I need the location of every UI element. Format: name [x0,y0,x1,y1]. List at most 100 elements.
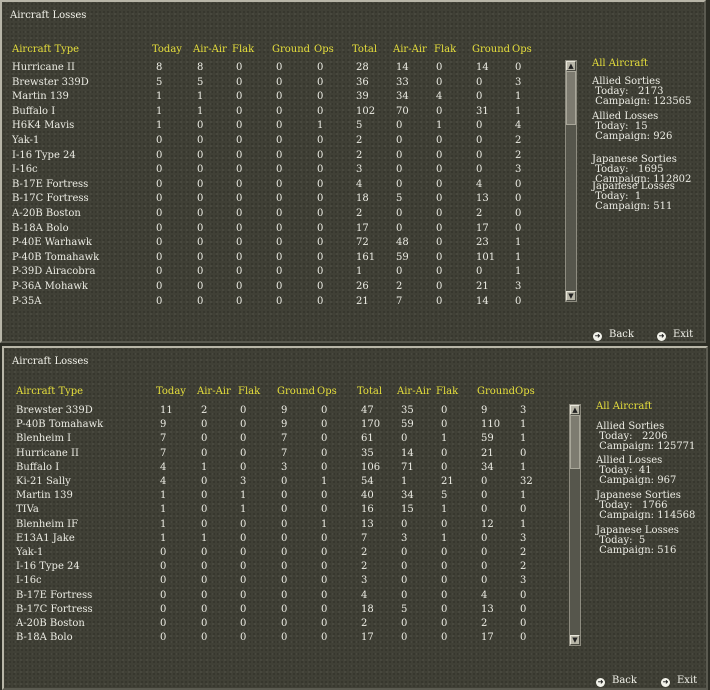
loss-count: 0 [156,149,163,161]
column-header-total-ops[interactable]: Ops [512,44,532,55]
column-header-total-ground[interactable]: Ground [472,44,511,55]
vertical-scrollbar[interactable]: ▲ ▼ [569,404,581,646]
loss-count: 0 [476,91,483,103]
loss-count: 0 [436,105,443,117]
loss-count: 1 [356,266,363,278]
loss-count: 0 [436,266,443,278]
summary-title-all-aircraft[interactable]: All Aircraft [592,58,649,69]
column-header-total[interactable]: Total [357,386,383,397]
loss-count: 1 [515,91,522,103]
loss-count: 0 [236,266,243,278]
loss-count: 0 [197,135,204,146]
arrow-up-icon[interactable]: ▲ [570,405,580,415]
column-header-aircraft-type[interactable]: Aircraft Type [16,386,84,397]
column-header-today-ground[interactable]: Ground [272,44,311,55]
loss-count: 0 [441,618,448,629]
loss-count: 17 [361,632,374,644]
loss-count: 0 [321,589,328,601]
column-header-today-flak[interactable]: Flak [232,44,255,55]
loss-count: 0 [401,518,408,530]
column-header-today-air-air[interactable]: Air-Air [197,386,231,397]
loss-count: 0 [197,251,204,263]
loss-count: 2 [356,149,363,161]
loss-count: 0 [281,632,288,644]
panel-title: Aircraft Losses [12,356,89,367]
column-header-total-air-air[interactable]: Air-Air [393,44,427,55]
exit-label: Exit [673,329,694,340]
loss-count: 0 [276,281,283,292]
loss-count: 0 [197,237,204,249]
loss-count: 0 [436,76,443,88]
arrow-down-icon[interactable]: ▼ [570,635,580,645]
column-header-today-ops[interactable]: Ops [314,44,334,55]
loss-count: 3 [520,575,527,587]
vertical-scrollbar[interactable]: ▲ ▼ [565,60,577,302]
aircraft-name: B-17C Fortress [12,193,89,205]
column-header-today-ground[interactable]: Ground [277,386,316,397]
column-header-total[interactable]: Total [352,44,378,55]
loss-count: 0 [281,618,288,629]
summary-title-all-aircraft[interactable]: All Aircraft [596,401,653,412]
loss-count: 0 [240,575,247,587]
loss-count: 0 [321,603,328,615]
loss-count: 0 [236,149,243,161]
loss-count: 1 [436,120,443,132]
loss-count: 0 [515,193,522,205]
aircraft-name: Hurricane II [12,62,75,73]
allied-losses-summary: Allied Losses Today: 15 Campaign: 926 [592,111,673,142]
loss-count: 0 [476,120,483,132]
loss-count: 2 [481,618,488,629]
aircraft-name: Brewster 339D [12,76,89,88]
loss-count: 0 [160,603,167,615]
loss-count: 1 [441,532,448,544]
loss-count: 0 [436,178,443,190]
loss-count: 0 [317,237,324,249]
allied-sorties-summary: Allied Sorties Today: 2206 Campaign: 125… [596,421,696,452]
loss-count: 7 [281,447,288,459]
loss-count: 0 [236,164,243,176]
loss-count: 2 [515,135,522,146]
column-header-total-air-air[interactable]: Air-Air [397,386,431,397]
loss-count: 0 [236,281,243,292]
column-header-today-flak[interactable]: Flak [238,386,261,397]
back-button[interactable]: ➜ Back [596,675,637,687]
loss-count: 2 [356,135,363,146]
aircraft-name: Yak-1 [16,547,44,558]
arrow-down-icon[interactable]: ▼ [566,291,576,301]
loss-count: 0 [281,603,288,615]
exit-button[interactable]: ➜ Exit [657,329,693,341]
loss-count: 5 [356,120,363,132]
loss-count: 0 [401,547,408,558]
loss-count: 0 [236,105,243,117]
scroll-thumb[interactable] [566,71,576,125]
loss-count: 0 [236,208,243,219]
back-button[interactable]: ➜ Back [593,329,634,341]
loss-count: 4 [515,120,522,132]
scroll-thumb[interactable] [570,415,580,469]
column-header-aircraft-type[interactable]: Aircraft Type [12,44,80,55]
column-header-today-air-air[interactable]: Air-Air [193,44,227,55]
column-header-total-ground[interactable]: Ground [477,386,516,397]
loss-count: 7 [160,433,167,445]
loss-count: 0 [317,178,324,190]
aircraft-name: A-20B Boston [12,208,81,219]
loss-count: 0 [201,433,208,445]
loss-count: 0 [436,237,443,249]
column-header-today-ops[interactable]: Ops [317,386,337,397]
column-header-today[interactable]: Today [156,386,186,397]
column-header-today[interactable]: Today [152,44,182,55]
loss-count: 0 [276,222,283,234]
column-header-total-flak[interactable]: Flak [434,44,457,55]
loss-count: 0 [201,547,208,558]
column-header-total-flak[interactable]: Flak [436,386,459,397]
loss-count: 3 [240,476,247,487]
loss-count: 1 [317,120,324,132]
exit-button[interactable]: ➜ Exit [661,675,697,687]
loss-count: 2 [520,547,527,558]
arrow-up-icon[interactable]: ▲ [566,61,576,71]
column-header-total-ops[interactable]: Ops [515,386,535,397]
loss-count: 0 [441,518,448,530]
loss-count: 0 [156,237,163,249]
loss-count: 0 [276,91,283,103]
aircraft-name: Ki-21 Sally [16,476,71,487]
